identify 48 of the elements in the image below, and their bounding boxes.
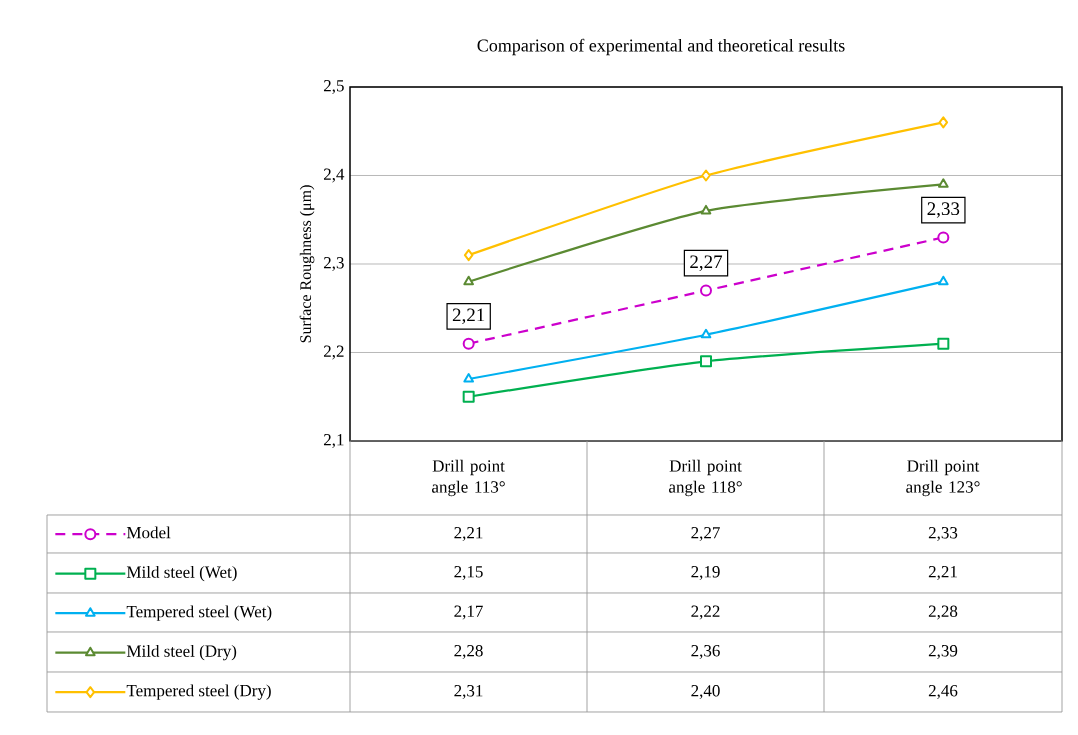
point bbox=[937, 231, 950, 244]
data-label: 2,22 bbox=[691, 605, 720, 620]
point bbox=[938, 178, 949, 188]
y-tick-label: 2,1 bbox=[323, 434, 344, 448]
text: 2,21 bbox=[452, 308, 485, 325]
point bbox=[938, 116, 949, 129]
point bbox=[700, 284, 712, 297]
data-label: 2,39 bbox=[928, 645, 958, 659]
y-tick-label: 2,5 bbox=[323, 80, 344, 94]
data-label: 2,28 bbox=[454, 645, 483, 659]
data-label: 2,27 bbox=[691, 527, 720, 541]
legend-label: Model bbox=[126, 526, 171, 539]
y-tick-label: 2,2 bbox=[323, 345, 344, 360]
data-label: 2,33 bbox=[928, 527, 958, 541]
y-axis-title: Surface Roughness (μm) bbox=[299, 185, 315, 343]
chart-title: Comparison of experimental and theoretical results bbox=[477, 38, 845, 56]
point bbox=[463, 249, 474, 262]
point bbox=[700, 328, 712, 339]
legend-label: Tempered steel (Dry) bbox=[126, 684, 271, 700]
legend-label: Mild steel (Wet) bbox=[126, 565, 237, 582]
text: 2,33 bbox=[927, 202, 960, 218]
legend-label: Mild steel (Dry) bbox=[126, 644, 237, 661]
data-label: 2,28 bbox=[928, 605, 958, 620]
point bbox=[700, 204, 712, 215]
point bbox=[937, 337, 950, 350]
x-tick-label: Drill point angle 123° bbox=[906, 459, 980, 497]
point bbox=[463, 373, 474, 383]
y-tick-label: 2,3 bbox=[323, 257, 344, 271]
data-label: 2,21 bbox=[454, 527, 483, 541]
data-label: 2,31 bbox=[454, 685, 483, 699]
x-tick-label: Drill point angle 118° bbox=[669, 459, 742, 497]
x-tick-label: Drill point angle 113° bbox=[432, 459, 505, 497]
data-label: 2,36 bbox=[691, 645, 720, 659]
data-label: 2,15 bbox=[454, 566, 483, 580]
point bbox=[700, 355, 712, 368]
text: 2,27 bbox=[690, 255, 723, 271]
data-label: 2,40 bbox=[691, 685, 720, 699]
point bbox=[701, 169, 711, 182]
point bbox=[462, 390, 475, 403]
data-label: 2,46 bbox=[928, 685, 958, 699]
point bbox=[463, 275, 474, 286]
point bbox=[462, 337, 475, 350]
y-tick-label: 2,4 bbox=[323, 168, 345, 183]
legend-label: Tempered steel (Wet) bbox=[126, 605, 272, 621]
data-label: 2,19 bbox=[691, 566, 720, 580]
data-label: 2,21 bbox=[928, 566, 957, 580]
point bbox=[938, 275, 949, 286]
data-label: 2,17 bbox=[454, 605, 483, 620]
